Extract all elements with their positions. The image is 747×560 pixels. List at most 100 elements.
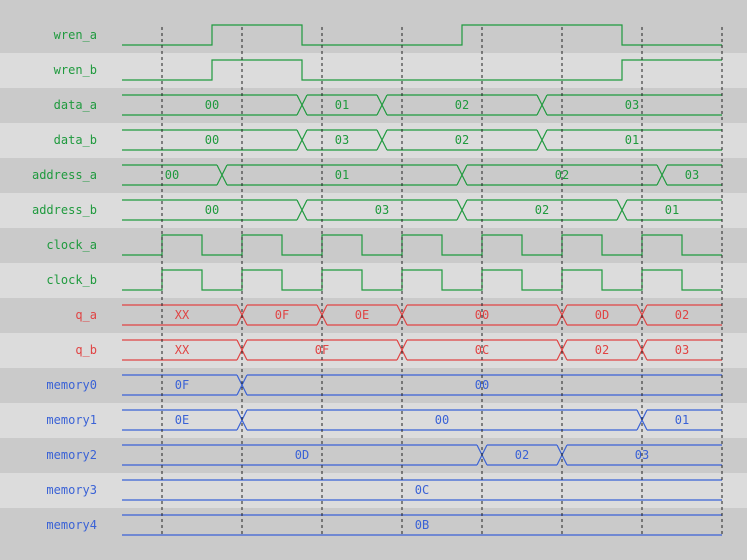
row-band <box>0 368 747 403</box>
bus-value: 0D <box>295 448 309 462</box>
bus-value: 02 <box>595 343 609 357</box>
row-band <box>0 438 747 473</box>
bus-value: 0C <box>415 483 429 497</box>
bus-segment <box>481 444 563 466</box>
signal-label: memory0 <box>46 378 97 392</box>
row-band <box>0 193 747 228</box>
bus-segment <box>381 94 543 116</box>
signal-label: address_b <box>32 203 97 217</box>
signal-label: clock_a <box>46 238 97 252</box>
bus-value: 00 <box>475 378 489 392</box>
bus-segment <box>122 409 243 431</box>
bus-segment <box>541 94 722 116</box>
row-band <box>0 263 747 298</box>
bus-segment <box>122 339 243 361</box>
bus-segment <box>641 339 722 361</box>
bus-segment <box>221 164 463 186</box>
signal-label: memory3 <box>46 483 97 497</box>
bus-segment <box>241 304 323 326</box>
signal-address_a: address_a 00 01 02 03 <box>32 164 722 186</box>
bus-value: XX <box>175 343 190 357</box>
row-band <box>0 333 747 368</box>
bus-segment <box>122 514 722 536</box>
signal-label: wren_a <box>54 28 97 42</box>
row-band <box>0 158 747 193</box>
bus-value: 00 <box>205 98 219 112</box>
signal-label: wren_b <box>54 63 97 77</box>
bus-value: 01 <box>675 413 689 427</box>
bus-value: 02 <box>675 308 689 322</box>
signal-label: memory2 <box>46 448 97 462</box>
signal-clock_a: clock_a <box>46 234 722 256</box>
bus-segment <box>561 444 722 466</box>
bus-value: 02 <box>515 448 529 462</box>
bus-value: 03 <box>375 203 389 217</box>
signal-memory2: memory2 0D 02 03 <box>46 444 722 466</box>
bus-value: 0F <box>175 378 189 392</box>
bus-segment <box>122 444 483 466</box>
bus-segment <box>641 304 722 326</box>
signal-memory4: memory4 0B <box>46 514 722 536</box>
bus-value: 01 <box>335 168 349 182</box>
bus-segment <box>621 199 722 221</box>
signal-trace <box>122 269 722 291</box>
signal-wren_a: wren_a <box>54 24 722 46</box>
bus-segment <box>541 129 722 151</box>
row-band <box>0 403 747 438</box>
bus-segment <box>122 374 243 396</box>
bus-value: 02 <box>555 168 569 182</box>
signal-trace <box>122 24 722 46</box>
bus-segment <box>241 374 722 396</box>
bus-value: 02 <box>455 98 469 112</box>
bus-segment <box>241 409 643 431</box>
bus-value: 03 <box>625 98 639 112</box>
signal-address_b: address_b 00 03 02 01 <box>32 199 722 221</box>
bus-value: 0B <box>415 518 429 532</box>
signal-label: address_a <box>32 168 97 182</box>
bus-value: 01 <box>335 98 349 112</box>
row-band <box>0 123 747 158</box>
bus-value: 02 <box>455 133 469 147</box>
signal-label: memory1 <box>46 413 97 427</box>
bus-segment <box>641 409 722 431</box>
signal-label: data_b <box>54 133 97 147</box>
signal-wren_b: wren_b <box>54 59 722 81</box>
row-band <box>0 228 747 263</box>
bus-segment <box>561 339 643 361</box>
bus-segment <box>381 129 543 151</box>
signal-label: memory4 <box>46 518 97 532</box>
bus-value: 0D <box>595 308 609 322</box>
bus-value: 03 <box>675 343 689 357</box>
bus-segment <box>321 304 403 326</box>
signal-label: q_b <box>75 343 97 357</box>
bus-segment <box>122 129 303 151</box>
bus-value: 0C <box>475 343 489 357</box>
signal-data_a: data_a 00 01 02 03 <box>54 94 722 116</box>
bus-value: 02 <box>535 203 549 217</box>
bus-segment <box>122 479 722 501</box>
signal-trace <box>122 59 722 81</box>
bus-value: 00 <box>205 133 219 147</box>
signal-memory3: memory3 0C <box>46 479 722 501</box>
bus-value: XX <box>175 308 190 322</box>
signal-memory1: memory1 0E 00 01 <box>46 409 722 431</box>
row-band <box>0 53 747 88</box>
bus-value: 03 <box>685 168 699 182</box>
row-band <box>0 88 747 123</box>
bus-segment <box>122 304 243 326</box>
signal-q_b: q_b XX 0F 0C 02 03 <box>75 339 722 361</box>
bus-segment <box>661 164 722 186</box>
bus-segment <box>301 199 463 221</box>
signal-memory0: memory0 0F 00 <box>46 374 722 396</box>
bus-segment <box>461 199 623 221</box>
signal-clock_b: clock_b <box>46 269 722 291</box>
bus-value: 01 <box>665 203 679 217</box>
bus-value: 0F <box>275 308 289 322</box>
signal-label: clock_b <box>46 273 97 287</box>
row-band <box>0 18 747 53</box>
row-band <box>0 508 747 543</box>
row-band <box>0 473 747 508</box>
signal-label: data_a <box>54 98 97 112</box>
signal-data_b: data_b 00 03 02 01 <box>54 129 722 151</box>
bus-value: 0E <box>175 413 189 427</box>
